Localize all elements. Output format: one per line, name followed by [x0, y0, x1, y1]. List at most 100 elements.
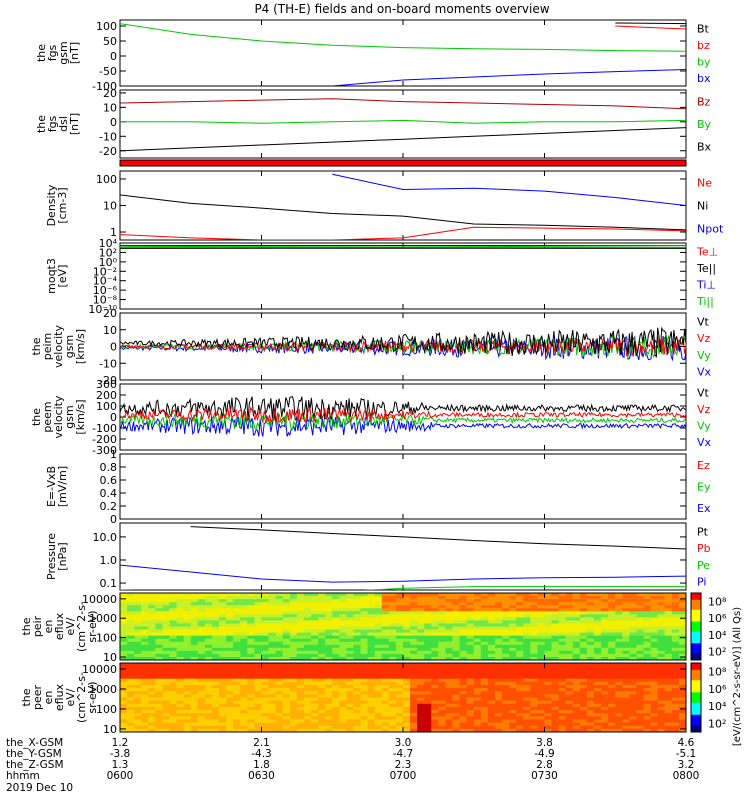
legend-te||: Te||	[696, 262, 716, 275]
series-line	[332, 70, 686, 87]
series-group	[120, 328, 686, 360]
y-tick-label: 0.8	[100, 461, 118, 474]
y-tick-label: 10	[103, 200, 117, 213]
y-tick-label: 0	[110, 513, 117, 526]
colorbar-tick-label: 10⁸	[708, 595, 727, 608]
x-axis-date: 2019 Dec 10	[6, 782, 73, 794]
panel-frame	[120, 243, 686, 309]
y-tick-label: 10.0	[93, 531, 118, 544]
legend-ey: Ey	[697, 481, 711, 494]
y-tick-label: 20	[103, 87, 117, 100]
colorbar-label: [eV/(cm^2-s-sr-eV)] (All Qs)	[732, 607, 743, 746]
y-tick-label: -10	[99, 130, 117, 143]
legend-vt: Vt	[697, 315, 710, 328]
y-axis-label: [nT]	[68, 42, 81, 64]
y-tick-label: 100	[96, 173, 117, 186]
panel-peer_eflux: 10100100010000thepeerenefluxeV/(cm^2-s-s…	[20, 663, 687, 736]
panels-group: -100-50050100thefgsgsm[nT]Btbzbybx-20-10…	[20, 20, 743, 746]
heatmap-peer_eflux	[120, 663, 687, 733]
series-line	[120, 128, 686, 151]
series-group	[120, 527, 686, 594]
y-tick-label: 10	[103, 101, 117, 114]
legend-npot: Npot	[697, 223, 724, 236]
legend-by: by	[697, 55, 711, 68]
legend-ni: Ni	[697, 200, 708, 213]
series-line	[120, 120, 686, 123]
panel-peir_eflux: 10100100010000thepeirenefluxeV/(cm^2-s-s…	[20, 593, 687, 664]
y-tick-label: -20	[99, 145, 117, 158]
legend-pi: Pi	[697, 576, 706, 589]
legend-vy: Vy	[697, 419, 711, 432]
legend-vz: Vz	[697, 403, 711, 416]
panel-frame	[120, 454, 686, 519]
legend-vx: Vx	[697, 436, 712, 449]
series-group	[120, 174, 686, 240]
y-tick-label: -10	[99, 357, 117, 370]
x-axis-value: 0600	[107, 770, 134, 782]
y-axis-label: [cm-3]	[56, 187, 69, 223]
panel-frame	[120, 20, 686, 86]
colorbar-tick-label: 10²	[708, 646, 726, 659]
y-axis-label: [nPa]	[56, 542, 69, 570]
legend-bz: Bz	[697, 95, 711, 108]
series-group	[120, 246, 686, 249]
y-tick-label: 1.0	[100, 554, 118, 567]
legend-pb: Pb	[697, 542, 711, 555]
y-tick-label: 100	[96, 703, 117, 716]
legend-te⊥: Te⊥	[696, 245, 718, 258]
legend-pe: Pe	[697, 559, 710, 572]
series-line	[191, 527, 686, 549]
series-line	[615, 26, 686, 29]
x-axis-row-label: hhmm	[6, 770, 40, 782]
y-tick-label: 100	[96, 632, 117, 645]
y-tick-label: 0.6	[100, 474, 118, 487]
series-line	[120, 565, 686, 582]
series-line	[332, 174, 686, 205]
panel-peem_vel: -300-200-1000100200300thepeemvelocitygsm…	[30, 378, 712, 457]
panel-frame	[120, 171, 686, 240]
x-axis-value: 0730	[531, 770, 558, 782]
series-line	[120, 24, 686, 52]
y-axis-label: [nT]	[68, 113, 81, 135]
legend-ti||: Ti||	[696, 295, 714, 308]
y-tick-label: -50	[99, 65, 117, 78]
y-tick-label: 1	[110, 448, 117, 461]
y-tick-label: 10	[103, 324, 117, 337]
x-axis-value: 0800	[673, 770, 700, 782]
legend-ex: Ex	[697, 502, 711, 515]
y-tick-label: 0.4	[100, 487, 118, 500]
x-axis-value: 0630	[248, 770, 275, 782]
series-line	[120, 99, 686, 109]
heatmap-peir_eflux	[120, 593, 687, 661]
legend-bx: bx	[697, 72, 711, 85]
panel-peim_vel: -20-1001020thepeimvelocitygsm[km/s]VtVzV…	[30, 307, 712, 387]
legend-vt: Vt	[697, 386, 710, 399]
legend-vx: Vx	[697, 366, 712, 379]
y-tick-label: 0.2	[100, 500, 118, 513]
y-tick-label: 20	[103, 307, 117, 320]
y-axis-label: [km/s]	[74, 399, 87, 434]
figure-title: P4 (TH-E) fields and on-board moments ov…	[254, 2, 549, 16]
legend-ez: Ez	[697, 459, 710, 472]
colorbar-tick-label: 10⁴	[708, 700, 727, 713]
series-group	[120, 397, 686, 437]
y-tick-label: 0	[110, 50, 117, 63]
series-line	[615, 23, 686, 24]
legend-by: By	[697, 118, 712, 131]
y-axis-label: [mV/m]	[56, 466, 69, 507]
series-group	[120, 23, 686, 86]
series-line	[120, 195, 686, 230]
legend-ti⊥: Ti⊥	[696, 278, 716, 291]
x-axis-value: 0700	[390, 770, 417, 782]
legend-bx: Bx	[697, 141, 712, 154]
colorbar-tick-label: 10⁶	[708, 683, 727, 696]
colorbar-tick-label: 10⁸	[708, 666, 727, 679]
y-tick-label: 0	[110, 341, 117, 354]
panel-frame	[120, 523, 686, 590]
